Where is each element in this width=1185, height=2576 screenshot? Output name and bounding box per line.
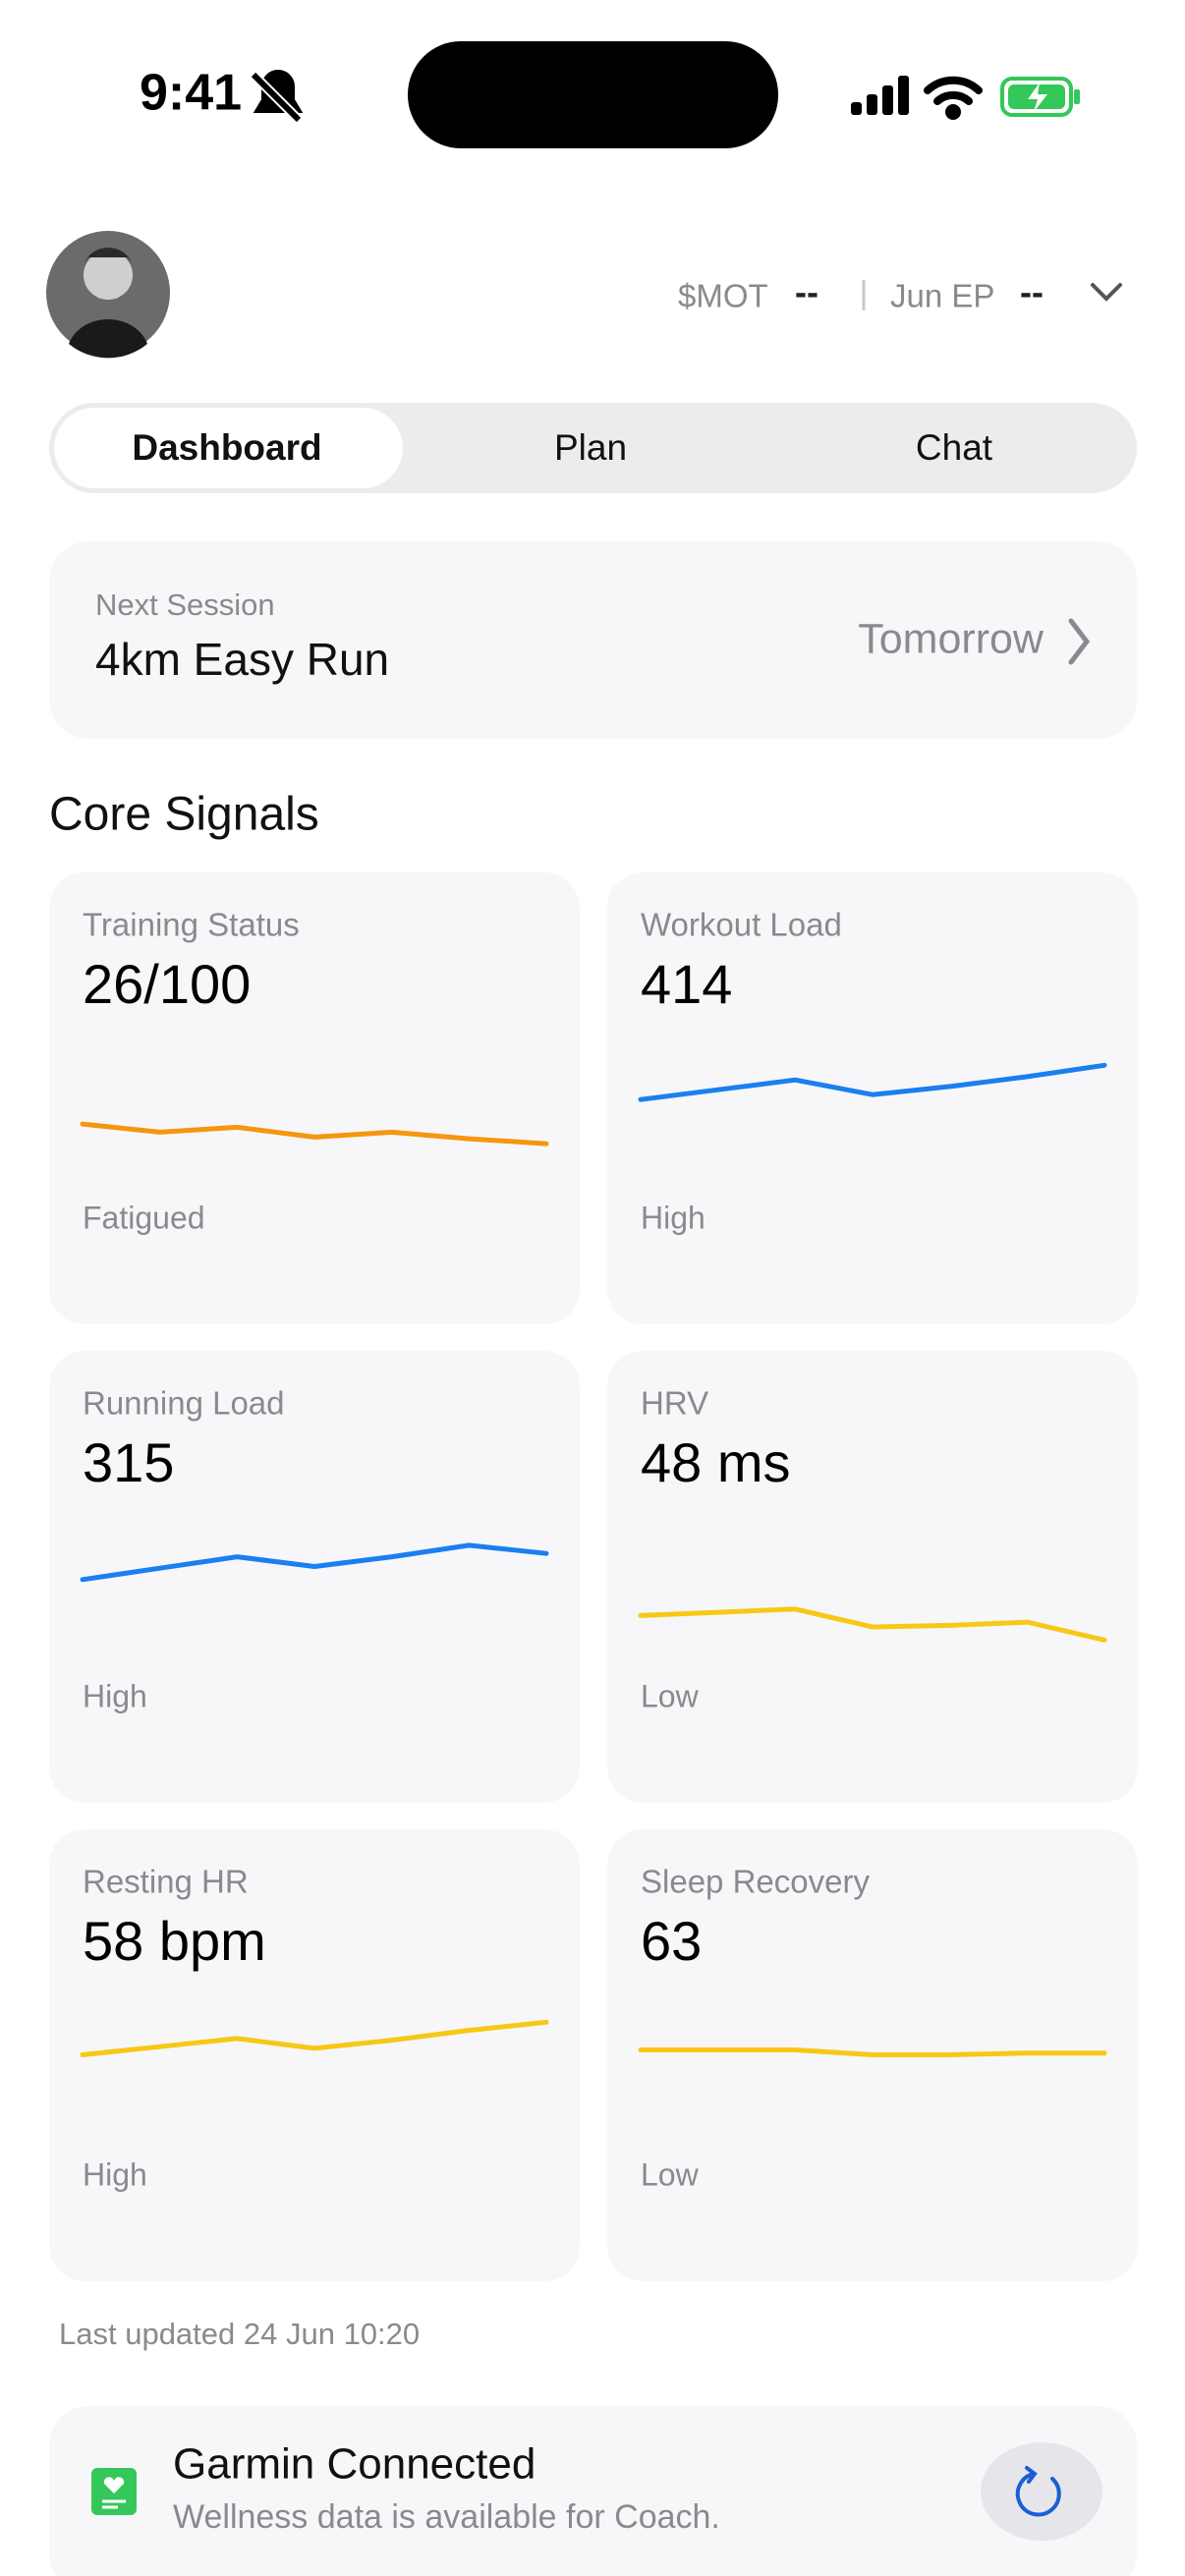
tab-label[interactable]: Dashboard [132, 427, 321, 468]
signal-card[interactable]: HRV 48 ms Low [607, 1351, 1138, 1803]
signal-card[interactable]: Sleep Recovery 63 Low [607, 1829, 1138, 2281]
next-session-when: Tomorrow [858, 615, 1044, 662]
garmin-subtitle: Wellness data is available for Coach. [173, 2498, 720, 2536]
section-title: Core Signals [49, 789, 319, 841]
garmin-icon [91, 2468, 137, 2515]
signal-card[interactable]: Training Status 26/100 Fatigued [49, 872, 580, 1324]
active-tab[interactable] [54, 408, 403, 488]
next-session-card[interactable] [49, 541, 1137, 739]
refresh-button[interactable] [981, 2442, 1102, 2541]
sparkline [80, 1542, 549, 1583]
sparkline [80, 2019, 549, 2057]
dynamic-island [408, 41, 778, 148]
signal-icon [851, 76, 909, 115]
card-background [607, 1351, 1138, 1803]
sparkline [638, 2047, 1107, 2057]
sparkline [638, 1062, 1107, 1102]
signal-card[interactable]: Running Load 315 High [49, 1351, 580, 1803]
card-status: Low [641, 2156, 700, 2192]
tab-label[interactable]: Plan [554, 427, 627, 468]
card-background [49, 872, 580, 1324]
card-label: Training Status [83, 907, 300, 943]
card-value: 48 ms [641, 1431, 791, 1493]
avatar[interactable] [46, 231, 170, 359]
last-updated: Last updated 24 Jun 10:20 [59, 2317, 420, 2351]
card-status: Fatigued [83, 1200, 205, 1235]
sparkline [638, 1606, 1107, 1643]
garmin-card [49, 2406, 1137, 2576]
card-status: High [641, 1200, 705, 1235]
card-status: High [83, 2156, 147, 2192]
ep-label: Jun EP [890, 278, 994, 314]
wifi-icon [924, 76, 983, 120]
next-session-chevron [1068, 618, 1091, 665]
garmin-title: Garmin Connected [173, 2440, 536, 2489]
card-label: HRV [641, 1385, 708, 1422]
mot-label: $MOT [678, 278, 768, 314]
card-background [49, 1351, 580, 1803]
next-session-label: Next Session [95, 588, 275, 622]
card-status: High [83, 1678, 147, 1713]
card-label: Running Load [83, 1385, 285, 1422]
mot-value: -- [795, 272, 818, 312]
card-label: Sleep Recovery [641, 1864, 870, 1900]
card-background [607, 872, 1138, 1324]
card-label: Workout Load [641, 907, 842, 943]
next-session-title: 4km Easy Run [95, 634, 389, 685]
card-value: 315 [83, 1431, 174, 1493]
status-time: 9:41 [140, 65, 242, 122]
signal-card[interactable]: Workout Load 414 High [607, 872, 1138, 1324]
card-background [49, 1829, 580, 2281]
card-value: 58 bpm [83, 1910, 266, 1972]
card-status: Low [641, 1678, 700, 1713]
sparkline [80, 1121, 549, 1147]
card-label: Resting HR [83, 1864, 249, 1900]
card-value: 414 [641, 953, 732, 1015]
signal-card[interactable]: Resting HR 58 bpm High [49, 1829, 580, 2281]
card-value: 63 [641, 1910, 702, 1972]
ep-value: -- [1020, 272, 1044, 312]
refresh-icon [1015, 2466, 1061, 2517]
card-value: 26/100 [83, 953, 251, 1015]
header-chevron[interactable] [1091, 283, 1122, 302]
mute-icon [250, 70, 304, 124]
tab-label[interactable]: Chat [916, 427, 993, 468]
battery-icon [1000, 77, 1080, 117]
